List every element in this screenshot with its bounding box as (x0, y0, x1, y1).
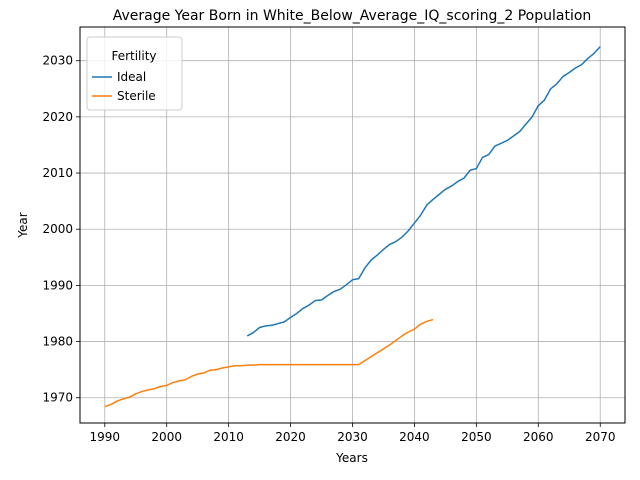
x-tick-label: 2020 (275, 430, 306, 444)
series-line-ideal (246, 46, 601, 337)
y-axis-label: Year (16, 212, 30, 238)
x-tick-label: 2040 (399, 430, 430, 444)
y-tick-label: 1990 (42, 278, 73, 292)
legend-box (86, 36, 183, 111)
x-axis-label: Years (335, 451, 368, 465)
y-tick-label: 2010 (42, 166, 73, 180)
legend-title: Fertility (111, 49, 156, 63)
x-tick-label: 2010 (213, 430, 244, 444)
y-tick-label: 2030 (42, 54, 73, 68)
x-axis: 1990 2000 2010 2020 2030 2040 2050 2060 2070 (89, 423, 616, 444)
y-tick-label: 2000 (42, 222, 73, 236)
legend: Fertility Ideal Sterile (86, 36, 183, 111)
x-tick-label: 2060 (523, 430, 554, 444)
y-tick-label: 1980 (42, 335, 73, 349)
y-tick-label: 1970 (42, 391, 73, 405)
y-tick-label: 2020 (42, 110, 73, 124)
y-axis: 1970 1980 1990 2000 2010 2020 2030 (42, 54, 80, 405)
legend-label-sterile: Sterile (117, 89, 156, 103)
series-line-sterile (104, 318, 434, 408)
grid (80, 27, 625, 423)
x-tick-label: 2030 (337, 430, 368, 444)
chart-title: Average Year Born in White_Below_Average… (113, 8, 592, 24)
x-tick-label: 2070 (585, 430, 616, 444)
legend-label-ideal: Ideal (117, 70, 146, 84)
series-lines (104, 46, 601, 408)
x-tick-label: 2000 (151, 430, 182, 444)
x-tick-label: 2050 (461, 430, 492, 444)
x-tick-label: 1990 (89, 430, 120, 444)
